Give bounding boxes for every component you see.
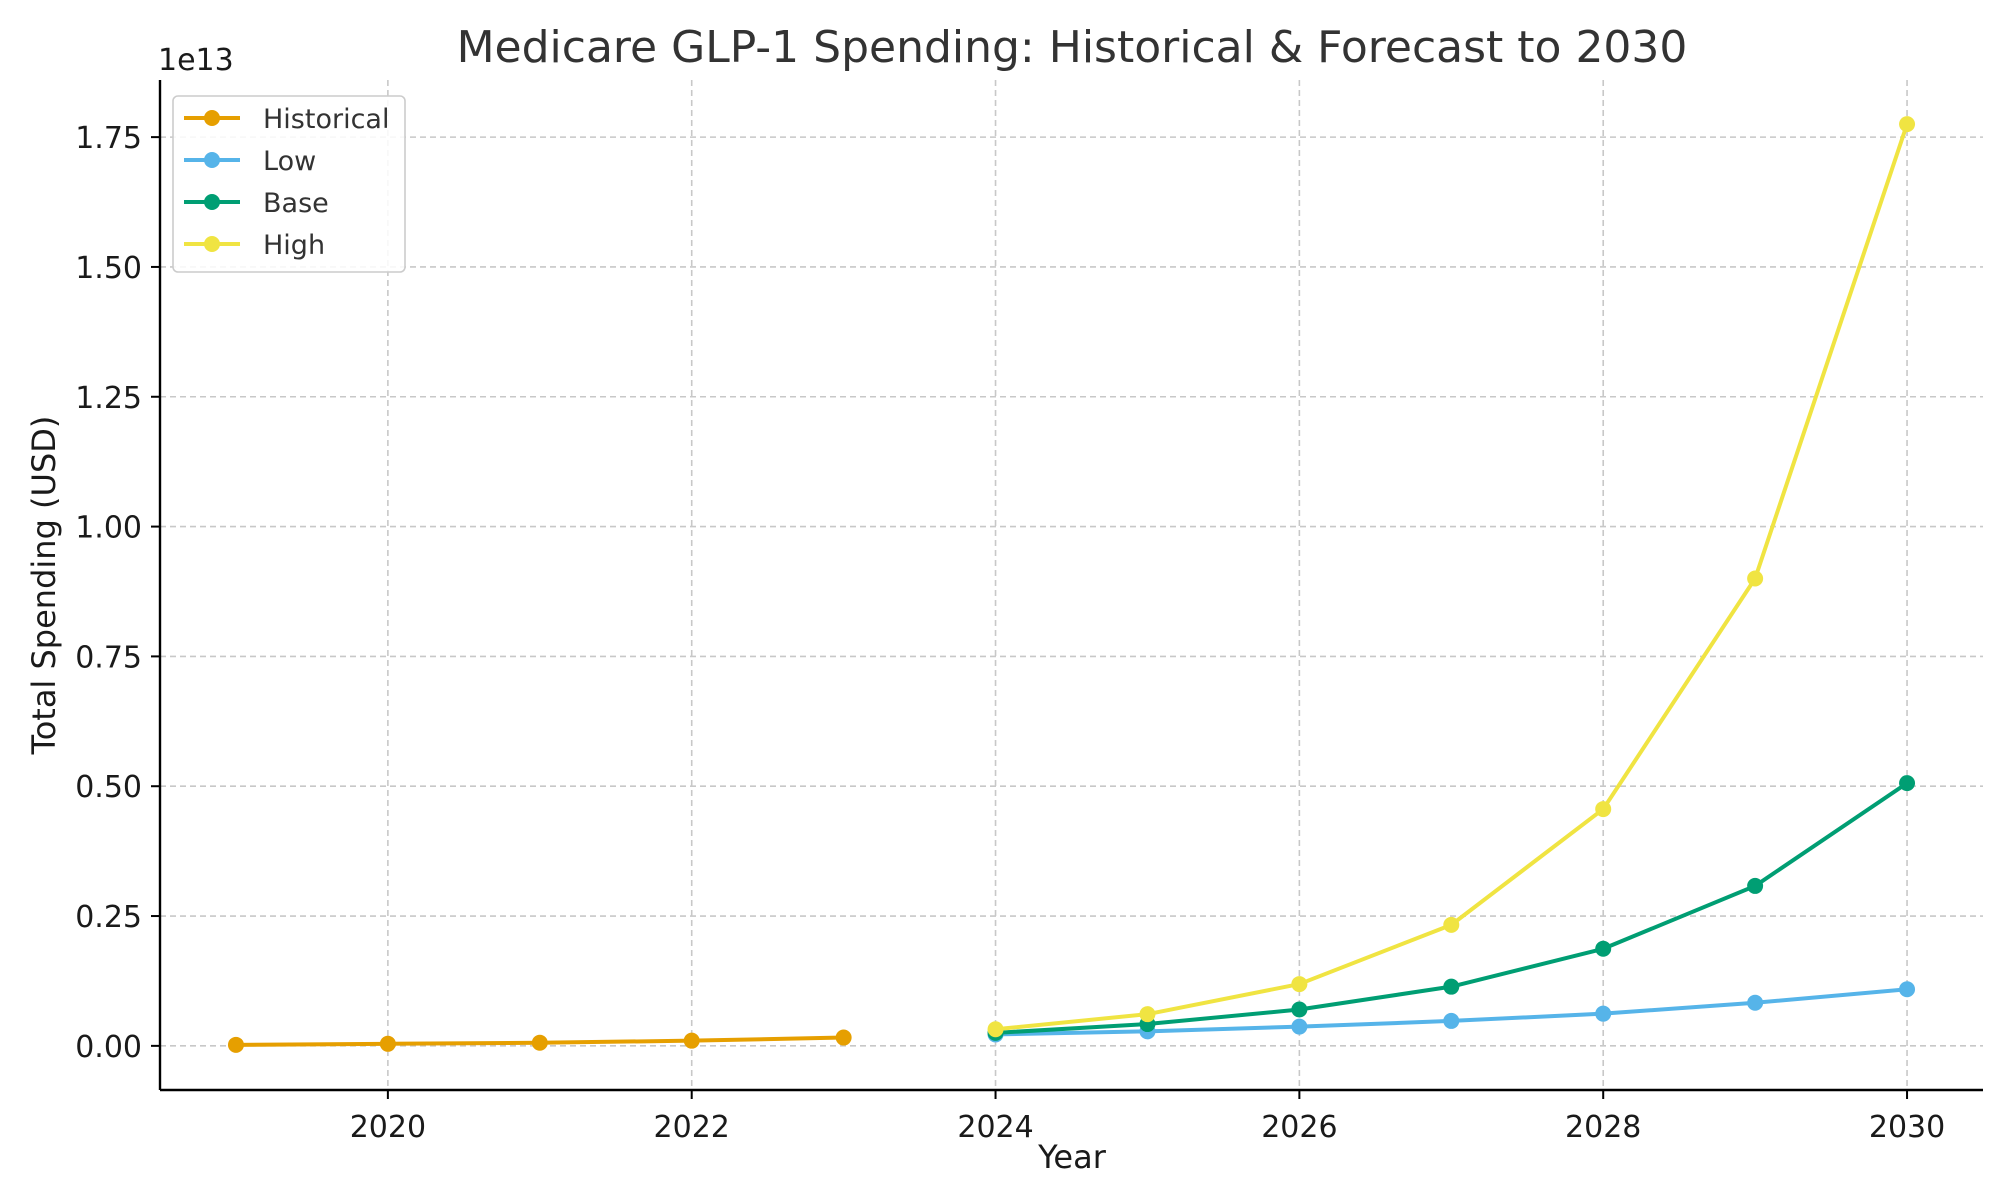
legend-swatch-marker bbox=[204, 194, 220, 210]
y-axis-label: Total Spending (USD) bbox=[25, 416, 63, 756]
chart-title: Medicare GLP-1 Spending: Historical & Fo… bbox=[457, 22, 1688, 73]
x-axis-label: Year bbox=[1037, 1138, 1107, 1176]
legend-frame bbox=[172, 95, 406, 273]
data-point bbox=[1899, 981, 1916, 998]
data-point bbox=[1747, 877, 1764, 894]
y-tick-label: 1.50 bbox=[75, 251, 142, 286]
data-point bbox=[1899, 116, 1916, 133]
data-point bbox=[227, 1036, 244, 1053]
legend-label: Base bbox=[263, 188, 329, 219]
legend: Historical Low Base High bbox=[172, 95, 406, 273]
data-point bbox=[835, 1029, 852, 1046]
x-tick-label: 2028 bbox=[1565, 1110, 1641, 1145]
series-historical bbox=[227, 1029, 852, 1053]
x-tick-label: 2030 bbox=[1869, 1110, 1945, 1145]
data-point bbox=[1747, 994, 1764, 1011]
x-tick-label: 2026 bbox=[1261, 1110, 1337, 1145]
y-tick-label: 0.00 bbox=[75, 1030, 142, 1065]
data-point bbox=[987, 1021, 1004, 1038]
x-tick-label: 2020 bbox=[350, 1110, 426, 1145]
series bbox=[227, 116, 1916, 1053]
data-point bbox=[683, 1032, 700, 1049]
legend-swatch-marker bbox=[204, 152, 220, 168]
data-point bbox=[1291, 1001, 1308, 1018]
y-tick-label: 0.50 bbox=[75, 770, 142, 805]
y-tick-label: 1.25 bbox=[75, 381, 142, 416]
data-point bbox=[1595, 940, 1612, 957]
data-point bbox=[1443, 978, 1460, 995]
legend-item-high: High bbox=[184, 230, 325, 261]
grid bbox=[160, 80, 1983, 1090]
legend-item-base: Base bbox=[184, 188, 329, 219]
y-tick-label: 1.75 bbox=[75, 121, 142, 156]
legend-item-historical: Historical bbox=[184, 104, 389, 135]
x-ticks: 2020 2022 2024 2026 2028 2030 bbox=[350, 1090, 1945, 1145]
data-point bbox=[1291, 976, 1308, 993]
series-high bbox=[987, 116, 1916, 1038]
data-point bbox=[1443, 1012, 1460, 1029]
data-point bbox=[1595, 1005, 1612, 1022]
y-axis-offset-text: 1e13 bbox=[158, 43, 234, 78]
data-point bbox=[1443, 916, 1460, 933]
data-point bbox=[531, 1034, 548, 1051]
data-point bbox=[1747, 570, 1764, 587]
legend-label: High bbox=[263, 230, 325, 261]
data-point bbox=[379, 1035, 396, 1052]
series-line bbox=[995, 781, 1909, 1035]
y-ticks: 0.00 0.25 0.50 0.75 1.00 1.25 1.50 1.75 bbox=[75, 121, 160, 1065]
legend-items: Historical Low Base High bbox=[184, 104, 389, 261]
legend-swatch-marker bbox=[204, 110, 220, 126]
legend-item-low: Low bbox=[184, 146, 316, 177]
legend-label: Historical bbox=[263, 104, 389, 135]
axes bbox=[158, 80, 1983, 1092]
series-line bbox=[995, 123, 1909, 1032]
data-point bbox=[1595, 801, 1612, 818]
y-tick-label: 0.75 bbox=[75, 640, 142, 675]
data-point bbox=[1291, 1018, 1308, 1035]
y-tick-label: 0.25 bbox=[75, 900, 142, 935]
legend-label: Low bbox=[263, 146, 316, 177]
x-tick-label: 2024 bbox=[957, 1110, 1033, 1145]
legend-swatch-marker bbox=[204, 236, 220, 252]
x-tick-label: 2022 bbox=[654, 1110, 730, 1145]
y-tick-label: 1.00 bbox=[75, 511, 142, 546]
data-point bbox=[1139, 1006, 1156, 1023]
data-point bbox=[1899, 775, 1916, 792]
